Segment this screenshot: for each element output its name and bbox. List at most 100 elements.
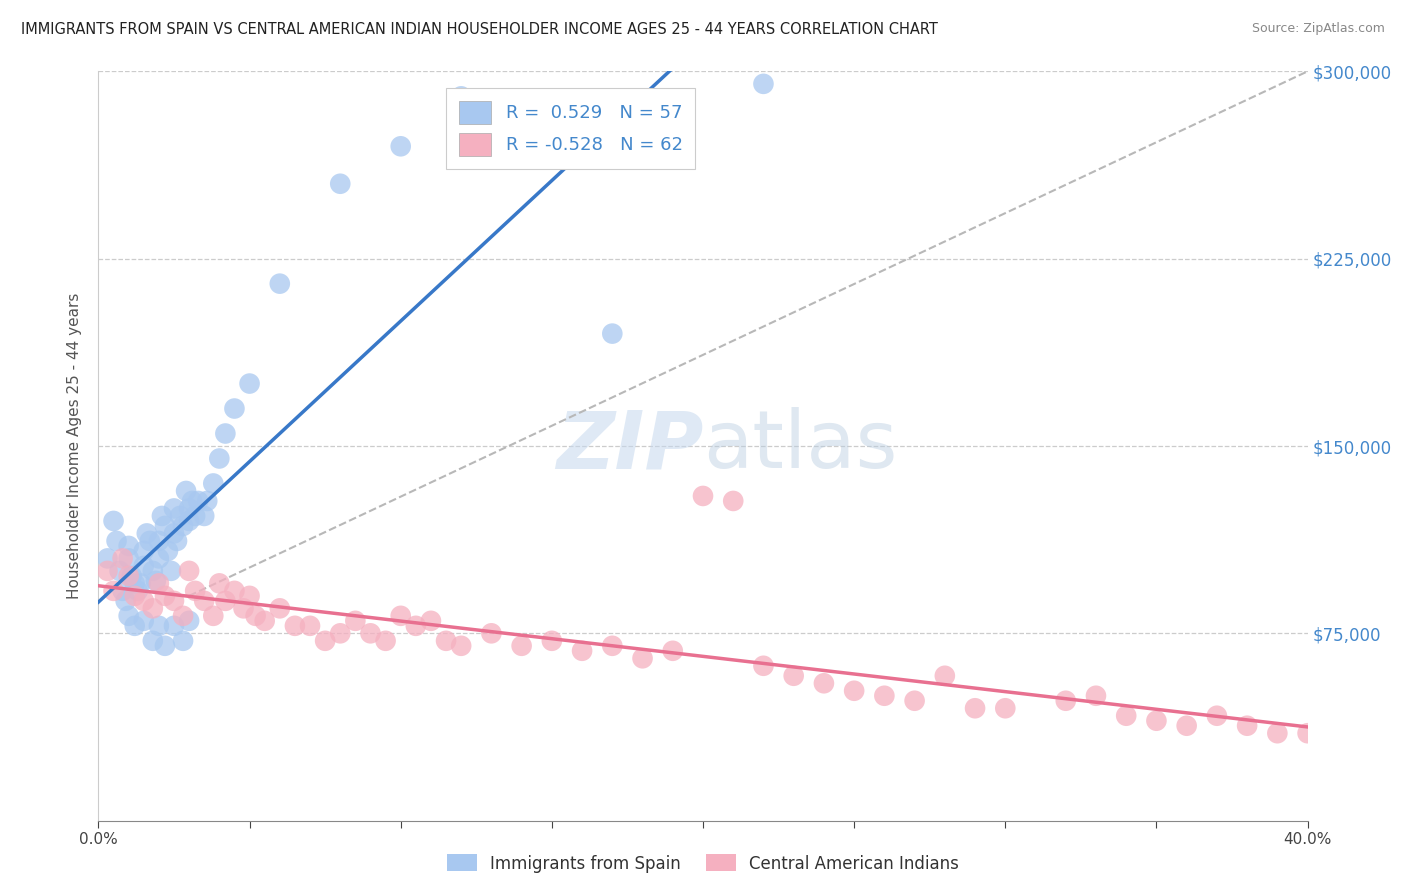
Point bbox=[1146, 714, 1168, 728]
Point bbox=[214, 594, 236, 608]
Point bbox=[813, 676, 835, 690]
Text: IMMIGRANTS FROM SPAIN VS CENTRAL AMERICAN INDIAN HOUSEHOLDER INCOME AGES 25 - 44: IMMIGRANTS FROM SPAIN VS CENTRAL AMERICA… bbox=[21, 22, 938, 37]
Point bbox=[96, 564, 118, 578]
Point bbox=[184, 583, 207, 598]
Point bbox=[96, 551, 118, 566]
Point bbox=[160, 564, 183, 578]
Point bbox=[873, 689, 896, 703]
Point bbox=[127, 583, 149, 598]
Point bbox=[172, 633, 194, 648]
Point bbox=[166, 533, 188, 548]
Point bbox=[232, 601, 254, 615]
Point bbox=[179, 514, 201, 528]
Point bbox=[181, 494, 204, 508]
Point bbox=[202, 476, 225, 491]
Point bbox=[269, 277, 291, 291]
Legend: Immigrants from Spain, Central American Indians: Immigrants from Spain, Central American … bbox=[440, 847, 966, 880]
Point bbox=[450, 639, 472, 653]
Point bbox=[269, 601, 291, 615]
Point bbox=[193, 594, 215, 608]
Point bbox=[129, 576, 152, 591]
Point bbox=[245, 608, 267, 623]
Point bbox=[169, 508, 191, 523]
Point bbox=[142, 633, 165, 648]
Point bbox=[193, 508, 215, 523]
Point bbox=[179, 501, 201, 516]
Point bbox=[132, 544, 155, 558]
Point bbox=[329, 177, 352, 191]
Point bbox=[153, 639, 176, 653]
Point bbox=[344, 614, 367, 628]
Point bbox=[1206, 708, 1229, 723]
Point bbox=[105, 533, 128, 548]
Point bbox=[661, 644, 683, 658]
Point bbox=[124, 619, 146, 633]
Text: ZIP: ZIP bbox=[555, 407, 703, 485]
Text: Source: ZipAtlas.com: Source: ZipAtlas.com bbox=[1251, 22, 1385, 36]
Point bbox=[179, 564, 201, 578]
Point bbox=[329, 626, 352, 640]
Point bbox=[118, 551, 141, 566]
Point bbox=[139, 533, 162, 548]
Point bbox=[214, 426, 236, 441]
Point bbox=[145, 574, 167, 588]
Point bbox=[965, 701, 987, 715]
Point bbox=[172, 519, 194, 533]
Point bbox=[405, 619, 427, 633]
Point bbox=[540, 633, 562, 648]
Point bbox=[1054, 694, 1077, 708]
Point bbox=[148, 533, 170, 548]
Point bbox=[783, 669, 806, 683]
Point bbox=[108, 564, 131, 578]
Point bbox=[184, 508, 207, 523]
Point bbox=[121, 569, 143, 583]
Point bbox=[111, 583, 134, 598]
Point bbox=[187, 494, 209, 508]
Point bbox=[224, 401, 246, 416]
Point bbox=[103, 514, 125, 528]
Point bbox=[253, 614, 276, 628]
Point bbox=[163, 526, 186, 541]
Point bbox=[195, 494, 218, 508]
Point bbox=[172, 608, 194, 623]
Point bbox=[360, 626, 382, 640]
Point bbox=[163, 619, 186, 633]
Point bbox=[1085, 689, 1108, 703]
Point bbox=[103, 583, 125, 598]
Point bbox=[179, 614, 201, 628]
Point bbox=[132, 594, 155, 608]
Point bbox=[602, 326, 624, 341]
Point bbox=[284, 619, 307, 633]
Point bbox=[142, 601, 165, 615]
Point bbox=[1115, 708, 1137, 723]
Point bbox=[202, 608, 225, 623]
Point bbox=[163, 501, 186, 516]
Point bbox=[389, 608, 412, 623]
Point bbox=[239, 376, 262, 391]
Point bbox=[148, 619, 170, 633]
Point bbox=[374, 633, 396, 648]
Point bbox=[156, 544, 179, 558]
Point bbox=[994, 701, 1017, 715]
Point bbox=[1175, 719, 1198, 733]
Point bbox=[434, 633, 457, 648]
Point bbox=[142, 564, 165, 578]
Point bbox=[132, 614, 155, 628]
Point bbox=[602, 639, 624, 653]
Point bbox=[150, 508, 173, 523]
Point bbox=[1236, 719, 1258, 733]
Point bbox=[153, 519, 176, 533]
Point bbox=[124, 576, 146, 591]
Point bbox=[124, 589, 146, 603]
Point bbox=[314, 633, 336, 648]
Point bbox=[118, 608, 141, 623]
Point bbox=[118, 539, 141, 553]
Point bbox=[571, 644, 593, 658]
Point bbox=[135, 526, 157, 541]
Point bbox=[934, 669, 956, 683]
Point bbox=[904, 694, 927, 708]
Point bbox=[1296, 726, 1319, 740]
Point bbox=[163, 594, 186, 608]
Point bbox=[208, 451, 231, 466]
Point bbox=[299, 619, 322, 633]
